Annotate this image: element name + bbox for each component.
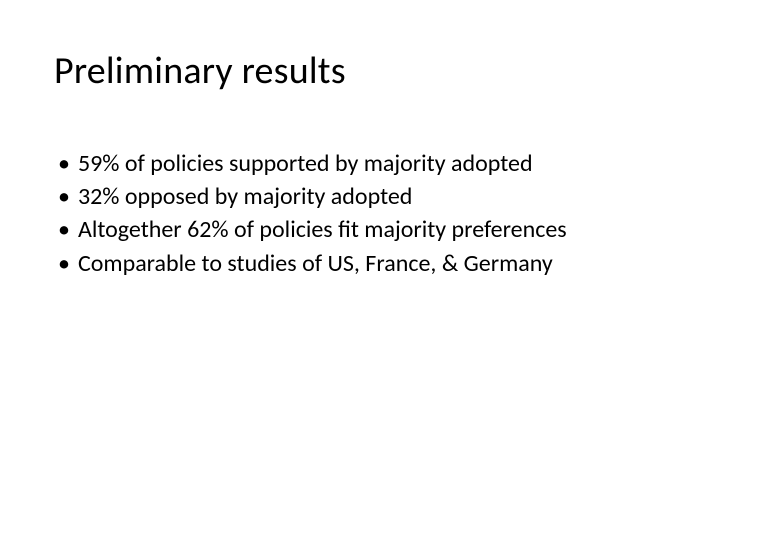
list-item: • Comparable to studies of US, France, &… [58,248,726,279]
slide-title: Preliminary results [54,48,726,94]
bullet-list: • 59% of policies supported by majority … [54,148,726,279]
bullet-text: Comparable to studies of US, France, & G… [78,248,726,279]
bullet-text: 59% of policies supported by majority ad… [78,148,726,179]
list-item: • 32% opposed by majority adopted [58,181,726,212]
list-item: • Altogether 62% of policies fit majorit… [58,214,726,245]
bullet-text: 32% opposed by majority adopted [78,181,726,212]
bullet-marker-icon: • [58,248,70,279]
bullet-marker-icon: • [58,181,70,212]
bullet-text: Altogether 62% of policies fit majority … [78,214,726,245]
bullet-marker-icon: • [58,148,70,179]
bullet-marker-icon: • [58,214,70,245]
list-item: • 59% of policies supported by majority … [58,148,726,179]
